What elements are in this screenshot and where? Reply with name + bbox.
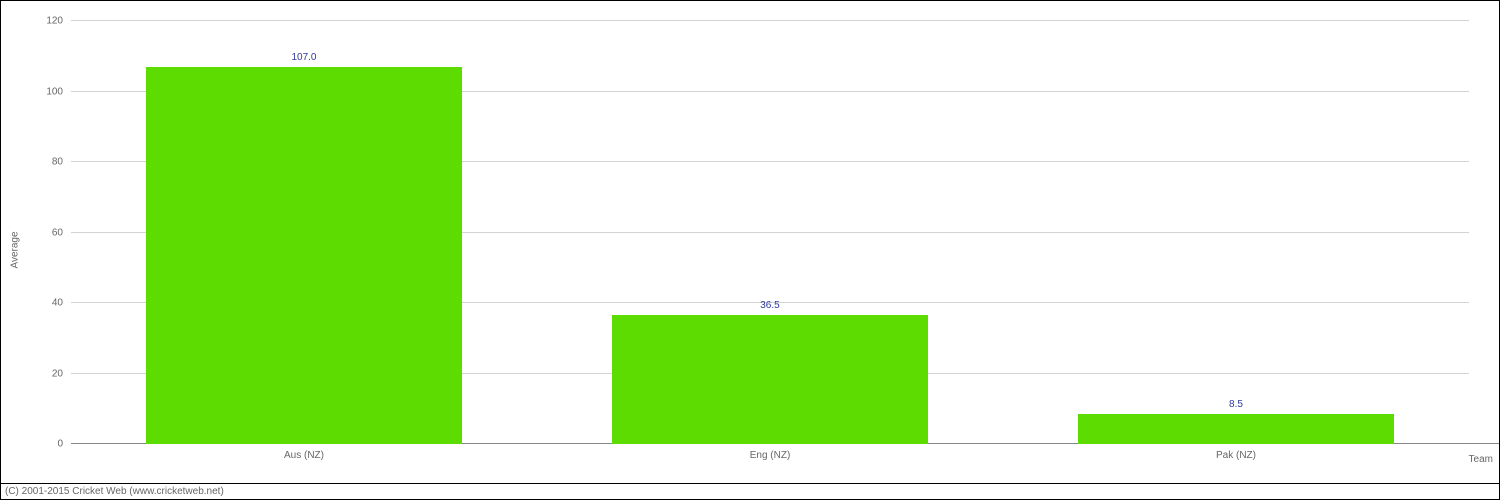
- chart-container: Average Team 020406080100120107.0Aus (NZ…: [0, 0, 1500, 500]
- plot-area: 020406080100120107.0Aus (NZ)36.5Eng (NZ)…: [71, 21, 1469, 444]
- y-tick-label: 80: [52, 157, 71, 168]
- x-axis-extend: [1469, 443, 1499, 444]
- y-tick-label: 60: [52, 227, 71, 238]
- copyright-footer: (C) 2001-2015 Cricket Web (www.cricketwe…: [1, 483, 1499, 499]
- x-tick-label: Eng (NZ): [750, 450, 791, 461]
- bar: 36.5: [612, 315, 929, 444]
- y-tick-label: 120: [46, 16, 71, 27]
- bar: 107.0: [146, 67, 463, 444]
- y-axis-label: Average: [10, 231, 21, 268]
- bar-value-label: 8.5: [1229, 399, 1243, 410]
- bar: 8.5: [1078, 414, 1395, 444]
- gridline: [71, 20, 1469, 21]
- bar-value-label: 107.0: [291, 52, 316, 63]
- y-tick-label: 40: [52, 298, 71, 309]
- bar-value-label: 36.5: [760, 300, 779, 311]
- y-tick-label: 20: [52, 368, 71, 379]
- y-tick-label: 100: [46, 86, 71, 97]
- x-tick-label: Pak (NZ): [1216, 450, 1256, 461]
- y-tick-label: 0: [57, 439, 71, 450]
- x-axis-label: Team: [1469, 454, 1493, 465]
- x-tick-label: Aus (NZ): [284, 450, 324, 461]
